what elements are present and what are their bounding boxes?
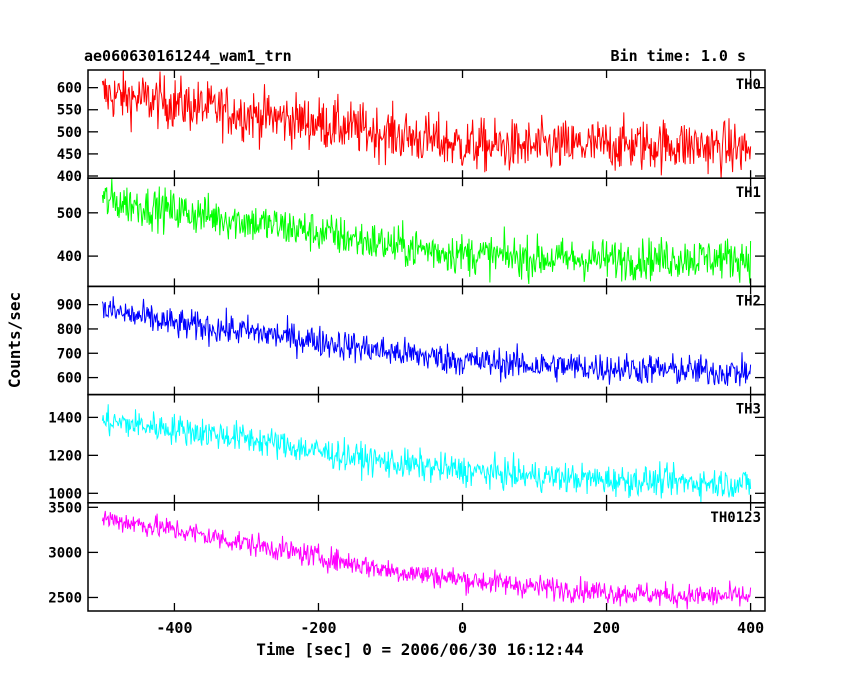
y-tick-label: 1200: [48, 448, 82, 464]
y-tick-label: 1400: [48, 410, 82, 426]
panel-label-th1: TH1: [736, 185, 761, 201]
x-tick-label: 0: [458, 619, 467, 637]
x-tick-label: 400: [737, 619, 764, 637]
panel-label-th3: TH3: [736, 402, 761, 418]
series-line-th0: [101, 70, 752, 179]
panel-th1: 400 500 TH1: [57, 177, 766, 288]
x-axis-label: Time [sec] 0 = 2006/06/30 16:12:44: [256, 640, 584, 659]
series-line-th2: [101, 296, 752, 387]
y-tick-label: 450: [57, 147, 82, 163]
series-line-th1: [101, 178, 752, 285]
bin-time-label: Bin time: 1.0 s: [611, 47, 746, 65]
y-tick-label: 3500: [48, 500, 82, 516]
x-tick-label: -400: [156, 619, 192, 637]
y-tick-label: 400: [57, 169, 82, 185]
panel-th0: 400 450 500 550 600 TH0: [57, 69, 766, 185]
chart-title: ae060630161244_wam1_trn: [84, 47, 292, 65]
y-tick-label: 600: [57, 81, 82, 97]
panels-group: 400 450 500 550 600 TH0 400 500 TH1 600 700 800 900 T…: [48, 69, 766, 637]
x-tick-label: 200: [593, 619, 620, 637]
panel-frame: [87, 177, 766, 288]
y-axis-label: Counts/sec: [5, 292, 24, 388]
y-tick-label: 700: [57, 346, 82, 362]
y-tick-label: 500: [57, 206, 82, 222]
panel-label-th2: TH2: [736, 293, 761, 309]
panel-label-th0123: TH0123: [710, 510, 761, 526]
series-line-th0123: [101, 510, 752, 610]
panel-th0123: 2500 3000 3500 TH0123: [48, 500, 766, 612]
panel-label-th0: TH0: [736, 77, 761, 93]
y-tick-label: 400: [57, 249, 82, 265]
y-tick-label: 900: [57, 298, 82, 314]
x-tick-label: -200: [300, 619, 336, 637]
y-tick-label: 1000: [48, 486, 82, 502]
y-tick-label: 3000: [48, 545, 82, 561]
y-tick-label: 500: [57, 125, 82, 141]
panel-th3: 1000 1200 1400 TH3: [48, 393, 766, 504]
y-tick-label: 800: [57, 322, 82, 338]
y-tick-label: 600: [57, 371, 82, 387]
series-line-th3: [101, 404, 752, 503]
panel-frame: [87, 285, 766, 396]
panel-frame: [87, 502, 766, 612]
y-tick-label: 550: [57, 103, 82, 119]
panel-th2: 600 700 800 900 TH2: [57, 285, 766, 396]
y-tick-label: 2500: [48, 590, 82, 606]
